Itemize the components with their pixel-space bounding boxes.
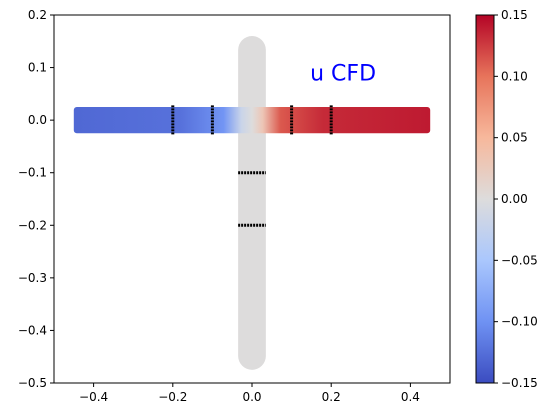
colorbar-ticks: 0.15 0.10 0.05 0.00 −0.05 −0.10 −0.15 [494, 8, 538, 390]
colorbar-tick-label: −0.10 [501, 315, 538, 329]
x-tick-label: 0.0 [242, 390, 261, 404]
colorbar-tick-label: 0.05 [501, 131, 528, 145]
colorbar-scale [476, 15, 494, 383]
colorbar-tick-label: 0.15 [501, 8, 528, 22]
x-tick-label: 0.4 [401, 390, 420, 404]
colorbar-tick-label: 0.00 [501, 192, 528, 206]
plot-area: u CFD [53, 14, 451, 384]
y-axis: 0.2 0.1 0.0 −0.1 −0.2 −0.3 −0.4 −0.5 [18, 8, 54, 390]
y-tick-label: 0.1 [28, 61, 47, 75]
velocity-field [73, 36, 431, 370]
y-tick-label: −0.4 [18, 323, 47, 337]
y-tick-label: 0.2 [28, 8, 47, 22]
colorbar-tick-label: −0.15 [501, 376, 538, 390]
x-axis: −0.4 −0.2 0.0 0.2 0.4 [79, 383, 420, 404]
y-tick-label: −0.2 [18, 218, 47, 232]
x-tick-label: −0.2 [158, 390, 187, 404]
y-tick-label: −0.5 [18, 376, 47, 390]
colorbar: 0.15 0.10 0.05 0.00 −0.05 −0.10 −0.15 [475, 8, 538, 390]
probe-lines [171, 105, 333, 227]
y-tick-label: −0.3 [18, 271, 47, 285]
horizontal-channel [73, 107, 431, 134]
vertical-channel [238, 36, 266, 370]
x-tick-label: 0.2 [322, 390, 341, 404]
y-tick-label: −0.1 [18, 166, 47, 180]
chart-annotation: u CFD [310, 62, 376, 87]
colorbar-tick-label: −0.05 [501, 253, 538, 267]
colorbar-tick-label: 0.10 [501, 69, 528, 83]
x-tick-label: −0.4 [79, 390, 108, 404]
y-tick-label: 0.0 [28, 113, 47, 127]
